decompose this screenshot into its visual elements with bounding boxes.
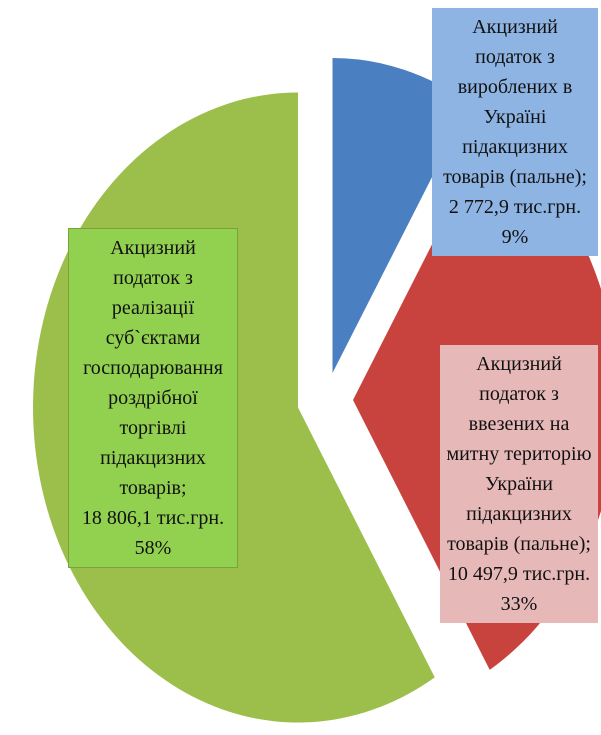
value-label: 10 497,9 тис.грн. xyxy=(447,563,591,585)
slice-label: Акцизний податок з ввезених на митну тер… xyxy=(440,345,598,623)
slice-label: Акцизний податок з вироблених в Україні … xyxy=(432,8,598,256)
percent-label: 33% xyxy=(500,593,538,615)
category-label: Акцизний податок з вироблених в Україні … xyxy=(443,16,587,188)
value-label: 2 772,9 тис.грн. xyxy=(448,196,582,218)
category-label: Акцизний податок з реалізації суб`єктами… xyxy=(83,237,223,499)
percent-label: 58% xyxy=(134,537,172,559)
value-label: 18 806,1 тис.грн. xyxy=(81,507,225,529)
percent-label: 9% xyxy=(501,226,529,248)
slice-label: Акцизний податок з реалізації суб`єктами… xyxy=(68,228,238,568)
category-label: Акцизний податок з ввезених на митну тер… xyxy=(446,353,592,555)
